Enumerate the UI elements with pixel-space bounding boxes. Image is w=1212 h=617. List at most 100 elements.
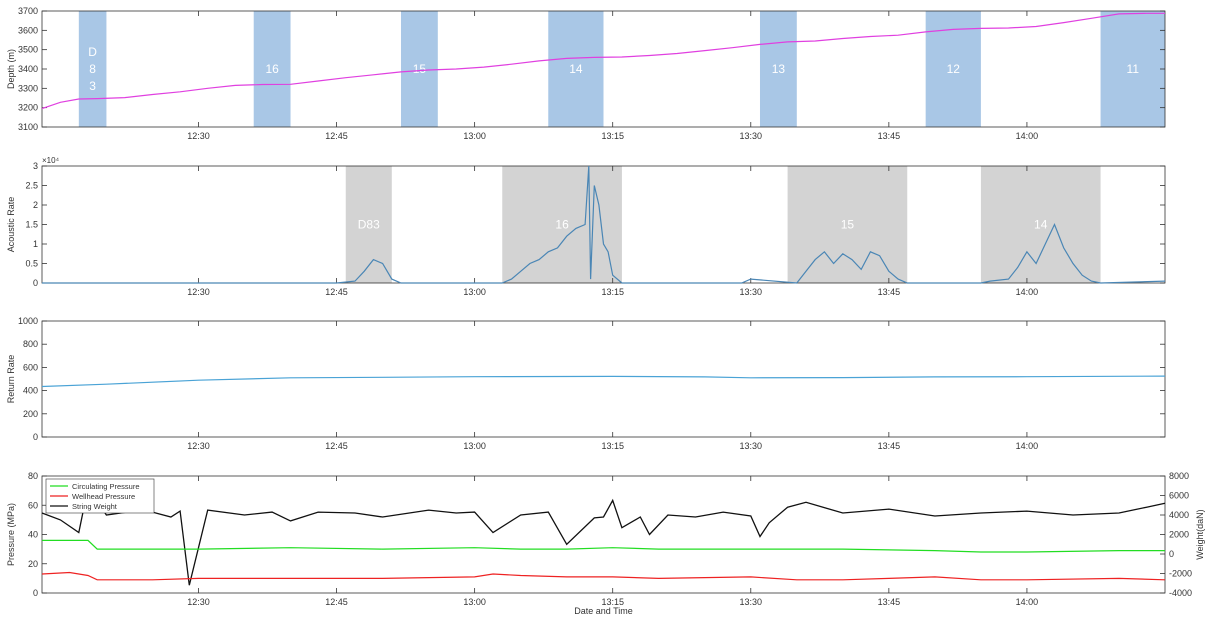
y-right-tick-label: 8000 xyxy=(1169,471,1189,481)
band-label: 3 xyxy=(89,79,96,93)
x-tick-label: 12:30 xyxy=(187,131,210,141)
x-tick-label: 13:30 xyxy=(740,287,763,297)
series-line-string-weight xyxy=(41,486,1166,586)
band-label: 13 xyxy=(772,62,786,76)
band-label: 15 xyxy=(413,62,427,76)
legend-entry: String Weight xyxy=(72,502,118,511)
y-tick-label: 3100 xyxy=(18,122,38,132)
y-right-tick-label: 6000 xyxy=(1169,491,1189,501)
y-tick-label: 3700 xyxy=(18,6,38,16)
x-tick-label: 12:45 xyxy=(325,441,348,451)
x-tick-label: 13:00 xyxy=(463,131,486,141)
series-line-main xyxy=(42,165,1166,284)
band-label: D83 xyxy=(358,218,380,232)
chart-panel-4: 12:30 12:45 13:00 13:15 13:30 13:45 14:00 0 20 40… xyxy=(6,471,1205,616)
x-tick-label: 13:00 xyxy=(463,287,486,297)
chart-panel-1: D 8 3 16 15 14 13 12 11 12:30 12:45 13:00 13:15 13:30… xyxy=(6,6,1166,141)
band-label: 15 xyxy=(841,218,855,232)
band-3 xyxy=(400,11,438,127)
y-tick-label: 2 xyxy=(33,200,38,210)
y-tick-label: 1000 xyxy=(18,316,38,326)
y-tick-label: 1 xyxy=(33,239,38,249)
y-tick-label: 0 xyxy=(33,588,38,598)
x-tick-label: 12:45 xyxy=(325,597,348,607)
band-1 xyxy=(345,166,392,283)
band-5 xyxy=(759,11,797,127)
y-tick-label: 1.5 xyxy=(25,220,38,230)
y-tick-label: 0.5 xyxy=(25,259,38,269)
series-line-circulating-pressure xyxy=(42,539,1165,553)
plot-frame xyxy=(41,320,1166,438)
y-tick-label: 3300 xyxy=(18,83,38,93)
band-label: 16 xyxy=(555,218,569,232)
x-tick-label: 14:00 xyxy=(1016,131,1039,141)
y-tick-label: 3600 xyxy=(18,25,38,35)
y-tick-label: 0 xyxy=(33,432,38,442)
chart-panel-3: 12:30 12:45 13:00 13:15 13:30 13:45 14:00 0 200 4… xyxy=(6,316,1166,451)
series-line-wellhead-pressure xyxy=(41,571,1166,581)
y-tick-label: 200 xyxy=(23,409,38,419)
x-tick-label: 14:00 xyxy=(1016,287,1039,297)
y-axis-label: Depth (m) xyxy=(6,49,16,89)
y-tick-label: 80 xyxy=(28,471,38,481)
x-tick-label: 13:30 xyxy=(740,597,763,607)
band-label: 8 xyxy=(89,62,96,76)
x-axis-label: Date and Time xyxy=(574,606,633,616)
y-right-tick-label: -2000 xyxy=(1169,569,1192,579)
y-axis-multiplier: ×10⁴ xyxy=(42,156,60,165)
band-4 xyxy=(980,166,1101,283)
x-tick-label: 13:00 xyxy=(463,441,486,451)
x-tick-label: 13:30 xyxy=(740,441,763,451)
band-label: 14 xyxy=(1034,218,1048,232)
x-tick-label: 13:15 xyxy=(601,131,624,141)
x-tick-label: 13:30 xyxy=(740,131,763,141)
band-2 xyxy=(502,166,622,283)
y-tick-label: 3200 xyxy=(18,103,38,113)
y-tick-label: 20 xyxy=(28,559,38,569)
y-right-tick-label: 4000 xyxy=(1169,510,1189,520)
y-tick-label: 400 xyxy=(23,386,38,396)
y-tick-label: 600 xyxy=(23,362,38,372)
x-tick-label: 13:45 xyxy=(878,131,901,141)
y-tick-label: 800 xyxy=(23,339,38,349)
x-tick-label: 13:45 xyxy=(878,597,901,607)
y-axis-label: Return Rate xyxy=(6,355,16,404)
legend-entry: Circulating Pressure xyxy=(72,482,140,491)
y-right-tick-label: -4000 xyxy=(1169,588,1192,598)
x-tick-label: 13:15 xyxy=(601,597,624,607)
x-tick-label: 13:15 xyxy=(601,287,624,297)
x-tick-label: 13:00 xyxy=(463,597,486,607)
x-tick-label: 14:00 xyxy=(1016,441,1039,451)
y-tick-label: 3 xyxy=(33,161,38,171)
series-line-main xyxy=(41,12,1165,110)
legend-entry: Wellhead Pressure xyxy=(72,492,135,501)
x-tick-label: 12:30 xyxy=(187,287,210,297)
band-label: 11 xyxy=(1127,62,1140,76)
x-tick-label: 12:30 xyxy=(187,597,210,607)
y-axis-label: Pressure (MPa) xyxy=(6,503,16,566)
y-tick-label: 60 xyxy=(28,500,38,510)
band-label: D xyxy=(88,45,97,59)
y-tick-label: 2.5 xyxy=(25,181,38,191)
x-tick-label: 13:15 xyxy=(601,441,624,451)
x-tick-label: 12:30 xyxy=(187,441,210,451)
x-tick-label: 12:45 xyxy=(325,131,348,141)
y-right-tick-label: 0 xyxy=(1169,549,1174,559)
x-tick-label: 13:45 xyxy=(878,287,901,297)
y-tick-label: 0 xyxy=(33,278,38,288)
y-axis-label: Acoustic Rate xyxy=(6,197,16,253)
y-tick-label: 3500 xyxy=(18,45,38,55)
y-right-axis-label: Weight(daN) xyxy=(1195,509,1205,559)
band-6 xyxy=(925,11,981,127)
x-tick-label: 13:45 xyxy=(878,441,901,451)
band-label: 16 xyxy=(265,62,279,76)
y-tick-label: 40 xyxy=(28,530,38,540)
y-right-tick-label: 2000 xyxy=(1169,530,1189,540)
band-label: 12 xyxy=(947,62,961,76)
band-label: 14 xyxy=(569,62,583,76)
chart-panel-2: D83 16 15 14 12:30 12:45 13:00 13:15 13:30 13:45 1… xyxy=(6,156,1166,297)
x-tick-label: 14:00 xyxy=(1016,597,1039,607)
band-1 xyxy=(78,11,107,127)
band-4 xyxy=(548,11,604,127)
